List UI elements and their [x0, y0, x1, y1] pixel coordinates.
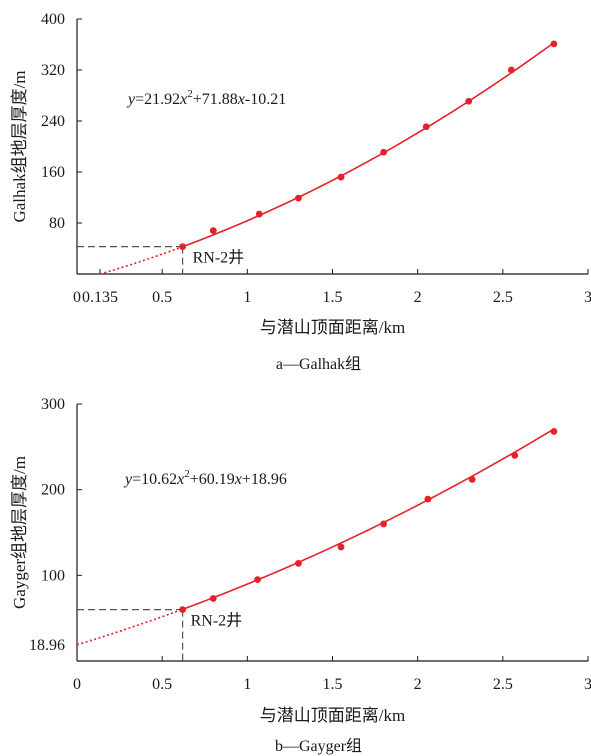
well-label: RN-2井: [193, 249, 245, 267]
x-tick-label: 2: [414, 289, 422, 306]
fit-equation: y=21.92x2+71.88x-10.21: [126, 88, 286, 108]
x-tick-label: 0: [73, 676, 81, 693]
equation-x: x: [234, 471, 242, 488]
panel-caption: b—Gayger组: [275, 737, 362, 755]
fit-curve-extrapolation: [99, 245, 183, 275]
y-tick-label: 400: [41, 11, 65, 28]
chart-panel-b: 0 0.5 1 1.5 2 2.5 3 18.96 100 200 300 与潜山顶面距离/km Gay…: [10, 396, 591, 755]
x-tick-label: 0: [73, 289, 81, 306]
data-point: [295, 559, 302, 567]
x-tick-label: 3: [584, 289, 591, 306]
x-tick-label: 0.5: [152, 676, 172, 693]
equation-coef-a: =10.62: [132, 471, 177, 488]
equation-exponent: 2: [187, 88, 193, 100]
data-point: [255, 210, 263, 218]
data-point: [507, 66, 515, 74]
equation-y: y: [123, 471, 133, 488]
y-tick-label: 240: [41, 113, 65, 130]
x-tick-label: 0.5: [152, 289, 172, 306]
equation-coef-b: +60.19: [190, 471, 235, 488]
equation-coef-c: +18.96: [242, 471, 287, 488]
x-tick-label: 2.5: [493, 676, 513, 693]
data-point: [209, 227, 217, 235]
fit-curve: [182, 428, 555, 611]
equation-coef-a: =21.92: [135, 91, 180, 108]
well-label: RN-2井: [191, 612, 243, 630]
data-point: [422, 123, 430, 131]
equation-x: x: [176, 471, 184, 488]
data-point: [295, 194, 302, 202]
x-axis-title: 与潜山顶面距离/km: [260, 706, 405, 725]
equation-y: y: [126, 91, 136, 108]
y-tick-label: 200: [41, 482, 65, 499]
data-point: [424, 495, 432, 503]
data-point: [468, 475, 476, 483]
chart-panel-a: 0 0.135 0.5 1 1.5 2 2.5 3 80 160 240 320 400 与潜山顶面距离/…: [10, 11, 591, 373]
y-tick-label: 100: [41, 567, 65, 584]
data-point: [380, 520, 387, 528]
equation-x: x: [179, 91, 187, 108]
x-tick-label: 3: [584, 676, 591, 693]
data-point: [337, 543, 345, 551]
x-tick-label: 2.5: [493, 289, 513, 306]
data-point: [254, 576, 261, 584]
x-tick-label: 1.5: [323, 289, 343, 306]
y-tick-label: 320: [41, 62, 65, 79]
data-point: [465, 97, 473, 105]
x-tick-label: 0.135: [82, 289, 118, 306]
data-point: [550, 428, 558, 435]
equation-x: x: [237, 91, 245, 108]
y-tick-label: 18.96: [29, 637, 65, 654]
data-point: [179, 606, 187, 613]
data-point: [337, 173, 345, 181]
y-axis-title: Galhak组地层厚度/m: [10, 70, 29, 222]
y-axis-title: Gayger组地层厚度/m: [10, 456, 29, 609]
x-tick-label: 1.5: [323, 676, 343, 693]
x-tick-label: 1: [243, 289, 251, 306]
panel-caption: a—Galhak组: [276, 355, 361, 373]
data-point: [380, 148, 387, 156]
data-point: [550, 40, 558, 48]
fit-curve-extrapolation: [76, 608, 183, 646]
y-tick-label: 80: [49, 215, 65, 232]
x-tick-label: 1: [243, 676, 251, 693]
fit-curve: [182, 42, 555, 248]
equation-exponent: 2: [184, 468, 190, 480]
x-axis-title: 与潜山顶面距离/km: [260, 318, 405, 337]
data-point: [511, 452, 519, 459]
fit-equation: y=10.62x2+60.19x+18.96: [123, 468, 287, 488]
y-tick-label: 160: [41, 164, 65, 181]
data-point: [179, 243, 187, 250]
equation-coef-b: +71.88: [193, 91, 238, 108]
x-tick-label: 2: [414, 676, 422, 693]
data-point: [209, 595, 217, 602]
equation-coef-c: -10.21: [245, 91, 286, 108]
y-tick-label: 300: [41, 396, 65, 413]
